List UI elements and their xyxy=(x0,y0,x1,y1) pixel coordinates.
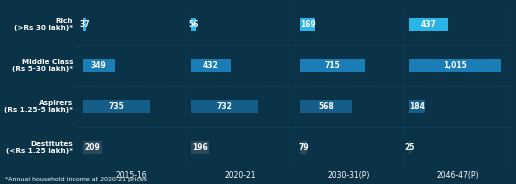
Text: 437: 437 xyxy=(421,20,437,29)
Text: 79: 79 xyxy=(298,143,309,152)
Text: 25: 25 xyxy=(405,143,415,152)
Bar xyxy=(191,59,231,72)
Text: 184: 184 xyxy=(409,102,425,111)
Text: 209: 209 xyxy=(85,143,100,152)
Text: 732: 732 xyxy=(217,102,233,111)
Text: 349: 349 xyxy=(91,61,106,70)
Bar xyxy=(409,18,448,31)
Text: 169: 169 xyxy=(300,20,316,29)
Bar xyxy=(409,100,425,113)
Bar xyxy=(83,18,86,31)
Text: *Annual household income at 2020-21 prices: *Annual household income at 2020-21 pric… xyxy=(5,177,147,182)
Bar xyxy=(191,141,209,154)
Text: 56: 56 xyxy=(189,20,199,29)
Text: 1,015: 1,015 xyxy=(443,61,466,70)
Bar xyxy=(83,59,115,72)
Bar xyxy=(191,18,197,31)
Text: 568: 568 xyxy=(318,102,334,111)
Bar xyxy=(83,141,102,154)
Bar xyxy=(300,141,307,154)
Bar xyxy=(409,59,501,72)
Bar xyxy=(300,100,352,113)
Text: 432: 432 xyxy=(203,61,219,70)
Text: 196: 196 xyxy=(192,143,208,152)
Text: 715: 715 xyxy=(325,61,341,70)
Text: 37: 37 xyxy=(79,20,90,29)
Bar xyxy=(409,141,411,154)
Text: 735: 735 xyxy=(108,102,124,111)
Bar xyxy=(300,18,315,31)
Bar xyxy=(83,100,150,113)
Bar xyxy=(191,100,258,113)
Bar xyxy=(300,59,365,72)
